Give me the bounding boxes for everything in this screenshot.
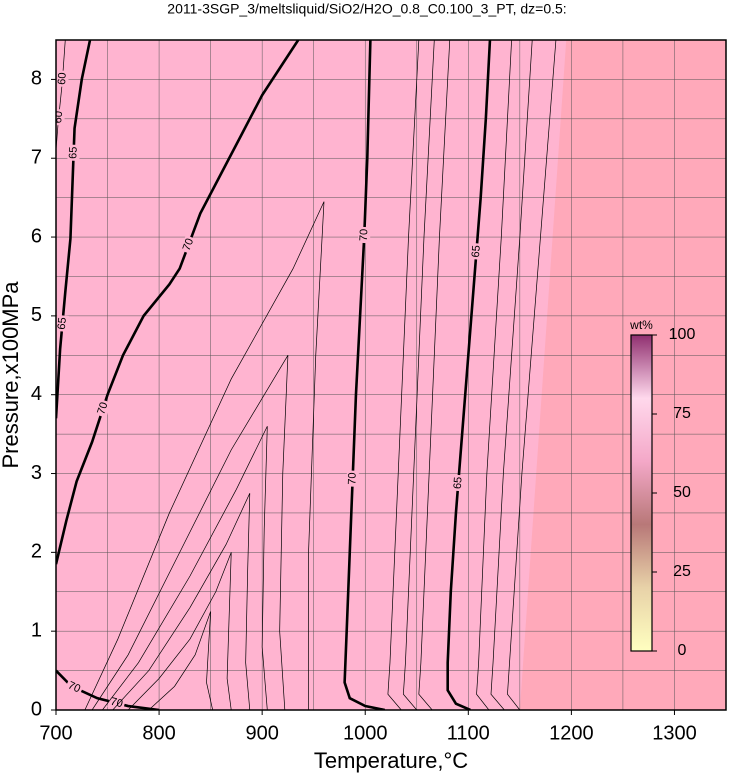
contour-label: 70 (181, 237, 197, 253)
contour-line (56, 40, 92, 419)
colorbar-tick-label: 50 (673, 484, 691, 501)
x-tick-label: 900 (245, 722, 278, 744)
contour-line (343, 40, 386, 710)
y-tick-label: 0 (31, 698, 42, 720)
x-tick-label: 700 (39, 722, 72, 744)
contour-line (490, 40, 533, 710)
contour-line (56, 669, 160, 710)
contour-label: 70 (95, 401, 110, 416)
x-tick-label: 1200 (549, 722, 594, 744)
contour-line (418, 40, 451, 710)
contour-line (446, 40, 492, 710)
y-tick-label: 8 (31, 68, 42, 90)
x-tick-label: 1300 (652, 722, 697, 744)
contour-label-bg (94, 398, 112, 418)
contour-label-bg (56, 314, 70, 332)
colorbar-tick-label: 100 (669, 326, 696, 343)
y-tick-label: 2 (31, 541, 42, 563)
contour-line (102, 426, 268, 710)
contour-label-bg (107, 695, 126, 710)
contour-label-bg (346, 470, 359, 487)
y-tick-label: 7 (31, 147, 42, 169)
contour-label: 65 (56, 317, 69, 330)
contour-line (91, 355, 289, 710)
contour-label-bg (56, 70, 70, 88)
contour-line (56, 40, 66, 151)
colorbar (630, 334, 653, 652)
contour-line (476, 40, 512, 710)
plot-frame (55, 39, 727, 711)
x-tick-label: 800 (142, 722, 175, 744)
contour-label: 70 (66, 679, 82, 695)
y-tick-label: 6 (31, 225, 42, 247)
contour-label: 70 (109, 696, 124, 711)
contour-label-bg (451, 474, 465, 492)
contour-line (403, 40, 435, 710)
contour-line (112, 493, 251, 710)
chart-title: 2011-3SGP_3/meltsliquid/SiO2/H2O_0.8_C0.… (167, 1, 566, 17)
y-tick-label: 3 (31, 462, 42, 484)
colorbar-tick-label: 75 (673, 405, 691, 422)
contour-label: 65 (452, 476, 465, 489)
colorbar-tick-label: 0 (678, 642, 687, 659)
contour-line (507, 40, 557, 710)
contour-label: 60 (52, 111, 65, 124)
y-tick-label: 4 (31, 383, 42, 405)
contour-label-bg (56, 108, 66, 126)
x-tick-label: 1000 (343, 722, 388, 744)
contour-line (148, 611, 214, 710)
contour-line (127, 552, 232, 710)
colorbar-label: wt% (629, 318, 653, 332)
contour-label-bg (180, 235, 198, 255)
contour-label: 70 (346, 472, 358, 485)
contour-line (84, 201, 325, 710)
contour-label-bg (469, 242, 484, 260)
plot-area: 70 70 70 70 65 65 65 65 60 60 70 70 (52, 40, 726, 711)
x-axis-label: Temperature,°C (314, 748, 468, 773)
contour-label: 65 (67, 146, 79, 159)
contour-line (387, 40, 420, 710)
colorbar-tick-label: 25 (673, 563, 691, 580)
y-axis-label: Pressure,x100MPa (0, 281, 23, 469)
x-tick-label: 1100 (447, 722, 490, 744)
region (56, 40, 567, 710)
y-tick-label: 5 (31, 304, 42, 326)
contour-line (56, 40, 300, 565)
contour-label-bg (67, 144, 80, 161)
contour-label: 70 (358, 229, 370, 242)
y-tick-label: 1 (31, 619, 42, 641)
contour-label: 60 (56, 72, 69, 85)
contour-label: 65 (470, 245, 483, 258)
contour-label-bg (64, 678, 84, 697)
contour-label-bg (357, 226, 371, 244)
